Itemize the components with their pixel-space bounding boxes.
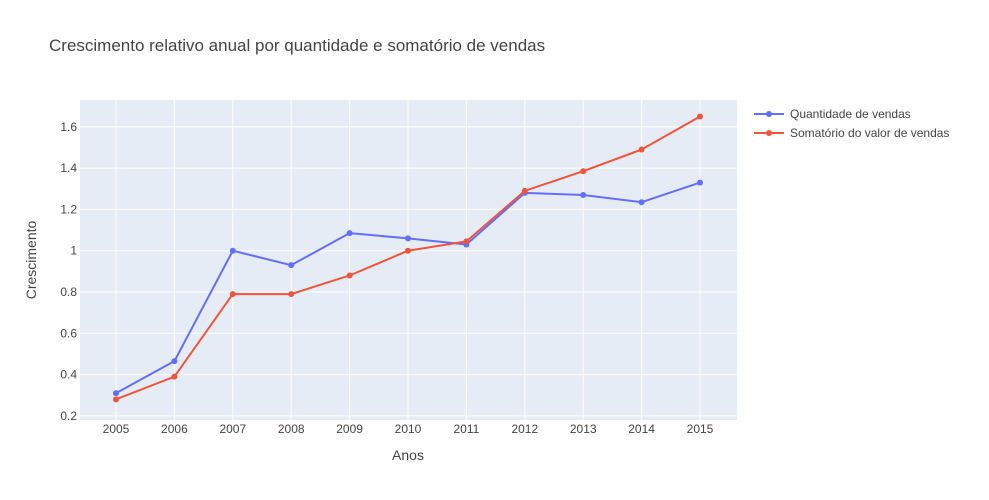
y-tick-label: 1.2: [60, 202, 77, 216]
x-tick-label: 2011: [453, 422, 479, 436]
y-tick-label: 0.8: [60, 285, 77, 299]
y-tick-label: 0.2: [60, 409, 77, 423]
legend-item-2[interactable]: Somatório do valor de vendas: [754, 126, 949, 140]
x-tick-label: 2005: [103, 422, 130, 436]
data-point-series-2[interactable]: [113, 396, 119, 403]
x-tick-label: 2008: [278, 422, 305, 436]
data-point-series-2[interactable]: [580, 168, 587, 175]
x-axis-title: Anos: [392, 447, 424, 463]
y-tick-label: 1.6: [60, 120, 77, 134]
data-point-series-1[interactable]: [113, 390, 119, 397]
x-tick-label: 2010: [395, 422, 422, 436]
data-point-series-2[interactable]: [346, 272, 353, 279]
data-point-series-2[interactable]: [521, 187, 528, 194]
data-point-series-2[interactable]: [638, 146, 645, 153]
x-tick-label: 2009: [336, 422, 363, 436]
y-tick-label: 0.4: [60, 368, 77, 382]
data-point-series-1[interactable]: [697, 179, 703, 186]
data-point-series-2[interactable]: [463, 238, 470, 245]
legend-label: Somatório do valor de vendas: [790, 126, 949, 140]
data-point-series-2[interactable]: [405, 247, 411, 254]
y-tick-label: 0.6: [60, 326, 77, 340]
x-tick-label: 2015: [687, 422, 714, 436]
data-point-series-2[interactable]: [697, 113, 703, 120]
x-tick-label: 2013: [570, 422, 597, 436]
x-tick-label: 2006: [161, 422, 188, 436]
y-tick-label: 1: [70, 244, 77, 258]
data-point-series-1[interactable]: [346, 230, 353, 237]
data-point-series-1[interactable]: [288, 262, 295, 269]
legend-swatch-marker: [766, 111, 772, 117]
x-axis-ticks: 2005 2006 2007 2008 2009 2010 2011 2012 2013 2014…: [103, 422, 714, 436]
data-point-series-1[interactable]: [229, 247, 236, 254]
data-point-series-2[interactable]: [229, 291, 236, 298]
x-tick-label: 2014: [628, 422, 655, 436]
chart-title: Crescimento relativo anual por quantidad…: [49, 36, 545, 55]
legend[interactable]: Quantidade de vendas Somatório do valor d…: [754, 107, 949, 140]
y-axis-title: Crescimento: [23, 221, 39, 300]
x-tick-label: 2007: [219, 422, 246, 436]
legend-swatch-marker: [766, 130, 772, 136]
data-point-series-1[interactable]: [580, 191, 587, 198]
series-group: [113, 113, 703, 403]
x-tick-label: 2012: [511, 422, 538, 436]
data-point-series-1[interactable]: [638, 199, 645, 206]
data-point-series-1[interactable]: [405, 235, 411, 242]
data-point-series-2[interactable]: [171, 373, 178, 380]
data-point-series-2[interactable]: [288, 291, 295, 298]
data-point-series-1[interactable]: [171, 358, 178, 365]
legend-label: Quantidade de vendas: [790, 107, 911, 121]
y-axis-ticks: 0.2 0.4 0.6 0.8 1 1.2 1.4 1.6: [60, 120, 77, 423]
y-tick-label: 1.4: [60, 161, 77, 175]
legend-item-1[interactable]: Quantidade de vendas: [754, 107, 911, 121]
